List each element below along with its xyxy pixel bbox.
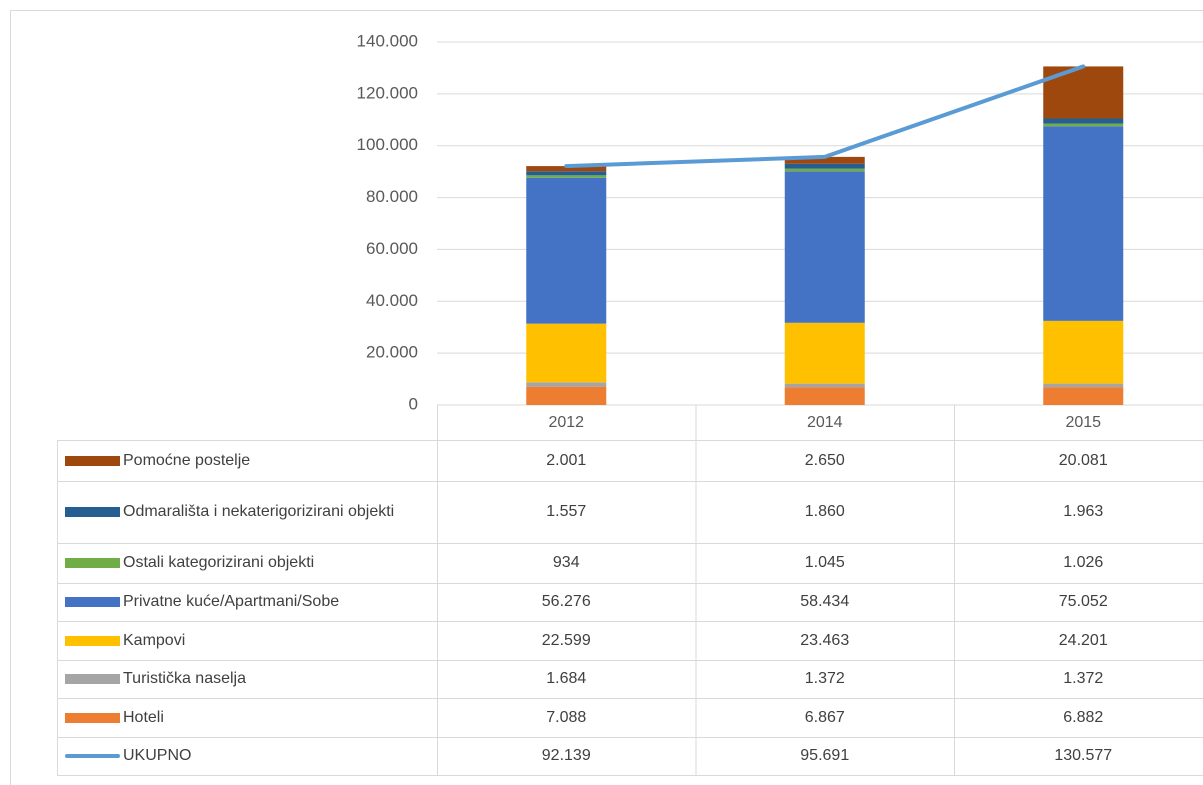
legend-entry: UKUPNO [57, 737, 437, 775]
y-tick-label: 60.000 [366, 239, 418, 258]
x-tick-label: 2015 [1065, 413, 1102, 431]
bar-segment [1043, 320, 1124, 384]
legend-key [65, 455, 120, 466]
bar-segment [784, 163, 865, 169]
table-value: 6.867 [804, 708, 845, 726]
bar-segment [784, 383, 865, 388]
bar-segment [784, 322, 865, 384]
legend-label: Hoteli [123, 708, 164, 726]
table-value: 56.276 [541, 593, 591, 610]
legend-entry: Privatne kuće/Apartmani/Sobe [57, 583, 437, 621]
y-tick-label: 140.000 [357, 31, 418, 50]
x-tick-label: 2012 [548, 413, 585, 431]
table-value: 75.052 [1058, 593, 1108, 610]
y-tick-label: 0 [409, 394, 418, 413]
legend-key [65, 754, 120, 758]
bar-segment [1043, 118, 1124, 124]
table-value: 130.577 [1054, 747, 1113, 764]
bar-segment [526, 386, 607, 405]
legend-key [65, 597, 120, 607]
y-tick-label: 100.000 [357, 135, 418, 154]
table-value: 95.691 [800, 747, 850, 764]
bar-segment [784, 171, 865, 323]
legend-label: Privatne kuće/Apartmani/Sobe [123, 593, 340, 610]
table-value: 1.372 [804, 670, 845, 687]
y-tick-label: 40.000 [366, 291, 418, 310]
legend-key [65, 712, 120, 723]
bar-segment [784, 387, 865, 405]
legend-label: UKUPNO [123, 747, 192, 764]
table-value: 20.081 [1058, 451, 1108, 469]
legend-label: Pomoćne postelje [123, 451, 251, 469]
legend-entry: Pomoćne postelje [57, 440, 437, 481]
bar-segment [1043, 126, 1124, 321]
bar-segment [1043, 123, 1124, 127]
table-value: 1.860 [804, 503, 845, 520]
legend-key [65, 558, 120, 568]
y-tick-label: 80.000 [366, 187, 418, 206]
y-tick-label: 20.000 [366, 343, 418, 362]
table-value: 1.557 [546, 503, 587, 520]
bar-segment [526, 382, 607, 387]
table-value: 1.372 [1063, 670, 1104, 687]
bar-segment [1043, 383, 1124, 388]
table-value: 2.650 [804, 451, 845, 469]
chart-frame [10, 10, 1203, 785]
legend-label: Odmarališta i nekaterigorizirani objekti [123, 503, 395, 520]
bar-segment [526, 177, 607, 324]
total-line [564, 64, 1086, 169]
table-value: 1.684 [546, 670, 587, 687]
table-value: 23.463 [800, 631, 850, 649]
legend-label: Ostali kategorizirani objekti [123, 554, 315, 571]
legend-key [65, 635, 120, 646]
table-value: 1.045 [804, 554, 845, 571]
legend-entry: Ostali kategorizirani objekti [57, 543, 437, 583]
legend-key [65, 507, 120, 517]
table-value: 22.599 [541, 631, 591, 649]
bar-segment [526, 171, 607, 176]
x-tick-label: 2014 [806, 413, 843, 431]
legend-entry: Turistička naselja [57, 660, 437, 698]
legend-label: Turistička naselja [123, 670, 247, 687]
bar-segment [1043, 387, 1124, 405]
legend-entry: Kampovi [57, 621, 437, 660]
legend-entry: Odmarališta i nekaterigorizirani objekti [57, 481, 437, 543]
bar-segment [526, 166, 607, 172]
table-value: 92.139 [541, 747, 591, 764]
y-tick-label: 120.000 [357, 83, 418, 102]
bar-segment [526, 175, 607, 178]
table-value: 934 [552, 554, 580, 571]
table-value: 58.434 [800, 593, 850, 610]
bar-segment [526, 323, 607, 383]
table-value: 1.963 [1063, 503, 1104, 520]
legend-key [65, 674, 120, 684]
legend-entry: Hoteli [57, 698, 437, 737]
legend-label: Kampovi [123, 631, 186, 649]
table-value: 1.026 [1063, 554, 1104, 571]
bar-segment [784, 156, 865, 164]
table-value: 7.088 [546, 708, 587, 726]
bar-segment [784, 168, 865, 172]
table-value: 6.882 [1063, 708, 1104, 726]
table-value: 24.201 [1058, 631, 1108, 649]
table-value: 2.001 [546, 451, 587, 469]
